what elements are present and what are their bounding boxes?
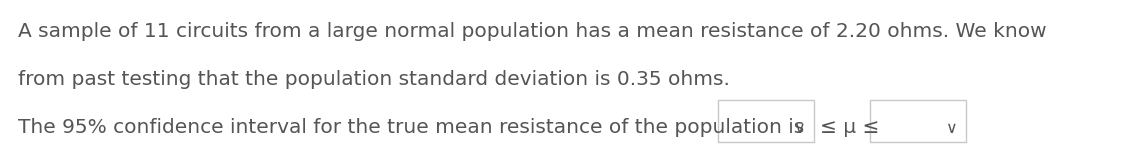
- Text: A sample of 11 circuits from a large normal population has a mean resistance of : A sample of 11 circuits from a large nor…: [18, 22, 1046, 41]
- Bar: [870, 100, 966, 142]
- Text: ∨: ∨: [946, 121, 958, 136]
- Text: ∨: ∨: [795, 121, 806, 136]
- Text: The 95% confidence interval for the true mean resistance of the population is: The 95% confidence interval for the true…: [18, 118, 805, 137]
- Text: ≤ μ ≤: ≤ μ ≤: [821, 118, 879, 137]
- Bar: [718, 100, 814, 142]
- Text: from past testing that the population standard deviation is 0.35 ohms.: from past testing that the population st…: [18, 70, 729, 89]
